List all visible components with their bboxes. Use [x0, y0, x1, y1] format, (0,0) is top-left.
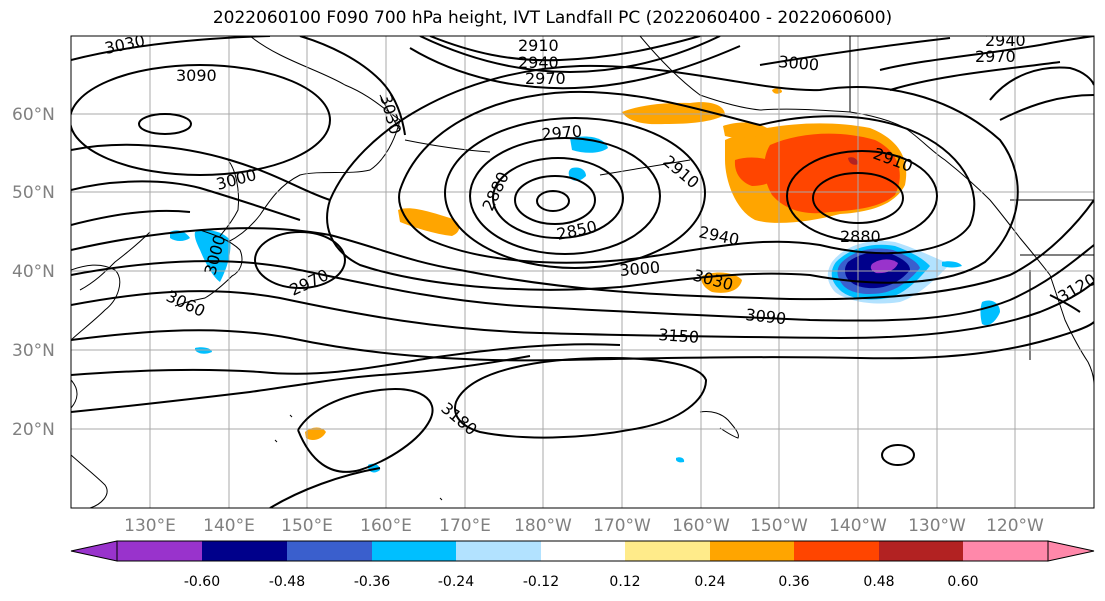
map-border	[70, 35, 1095, 509]
lon-label: 130°E	[124, 516, 176, 536]
lon-label: 180°W	[514, 516, 572, 536]
lon-label: 160°W	[672, 516, 730, 536]
colorbar-segment	[963, 541, 1048, 561]
contour-label: 3000	[619, 258, 661, 280]
contour-label: 3090	[176, 66, 217, 85]
height-contours	[71, 36, 1094, 508]
longitude-labels: 130°E 140°E 150°E 160°E 170°E 180°W 170°…	[124, 516, 1044, 536]
gridlines	[71, 36, 1094, 508]
colorbar-segment	[117, 541, 202, 561]
lon-label: 150°E	[281, 516, 333, 536]
contour-label: 3000	[778, 52, 820, 74]
lon-label: 140°W	[829, 516, 887, 536]
latitude-labels: 60°N 50°N 40°N 30°N 20°N	[12, 105, 55, 440]
colorbar-low-extend	[70, 540, 118, 562]
lat-label: 60°N	[12, 105, 55, 125]
lat-label: 30°N	[12, 341, 55, 361]
colorbar-tick-label: -0.48	[269, 574, 305, 590]
contour-label: 2880	[840, 227, 881, 246]
lat-label: 40°N	[12, 262, 55, 282]
colorbar-tick-label: 0.36	[778, 574, 809, 590]
colorbar-tick-label: -0.24	[438, 574, 474, 590]
colorbar-segment	[794, 541, 879, 561]
colorbar-segment	[456, 541, 541, 561]
contour-label: 2970	[975, 47, 1016, 66]
lat-label: 20°N	[12, 420, 55, 440]
colorbar-segment	[541, 541, 625, 561]
contour-label: 2910	[518, 36, 559, 55]
colorbar-tick-label: 0.12	[609, 574, 640, 590]
colorbar-segment	[625, 541, 710, 561]
colorbar-segment	[287, 541, 372, 561]
lon-label: 170°E	[439, 516, 491, 536]
contour-label: 2970	[541, 122, 583, 144]
colorbar-tick-label: 0.48	[863, 574, 894, 590]
lon-label: 150°W	[750, 516, 808, 536]
colorbar: -0.60 -0.48 -0.36 -0.24 -0.12 0.12 0.24 …	[70, 540, 1095, 590]
contour-label: 2970	[525, 69, 566, 88]
colorbar-tick-label: -0.12	[523, 574, 559, 590]
colorbar-tick-label: 0.24	[694, 574, 725, 590]
colorbar-segment	[879, 541, 963, 561]
colorbar-tick-label: -0.36	[354, 574, 390, 590]
colorbar-high-extend	[1047, 540, 1095, 562]
contour-label: 2940	[985, 31, 1026, 50]
lon-label: 170°W	[593, 516, 651, 536]
colorbar-segment	[202, 541, 287, 561]
map-title: 2022060100 F090 700 hPa height, IVT Land…	[212, 8, 893, 28]
contour-label: 2940	[518, 53, 559, 72]
lon-label: 160°E	[360, 516, 412, 536]
lon-label: 130°W	[908, 516, 966, 536]
colorbar-segment	[710, 541, 794, 561]
colorbar-frame	[116, 540, 1049, 562]
colorbar-tick-label: 0.60	[947, 574, 978, 590]
lat-label: 50°N	[12, 183, 55, 203]
lon-label: 120°W	[986, 516, 1044, 536]
lon-label: 140°E	[203, 516, 255, 536]
contour-label: 3150	[658, 325, 700, 347]
colorbar-tick-label: -0.60	[184, 574, 220, 590]
ivt-positive-shading	[305, 88, 907, 440]
contour-label: 3090	[745, 305, 787, 328]
colorbar-segment	[372, 541, 456, 561]
